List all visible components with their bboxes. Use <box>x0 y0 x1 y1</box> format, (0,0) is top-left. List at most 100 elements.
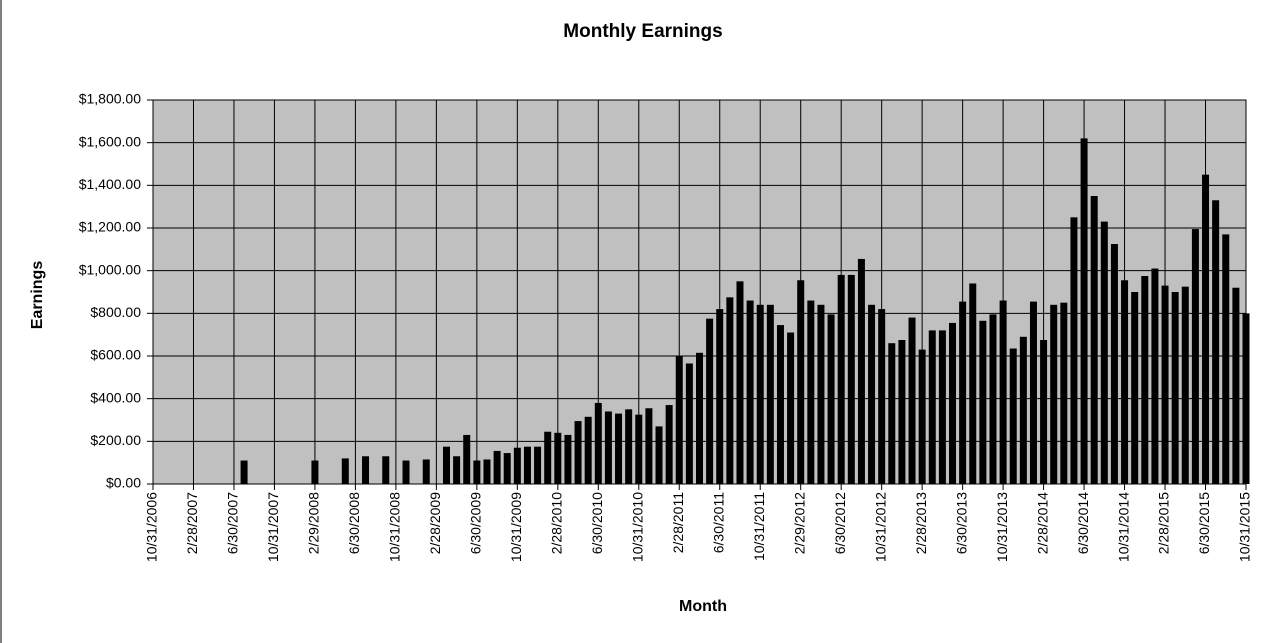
plot-border <box>152 99 1247 485</box>
bar <box>442 446 450 484</box>
bar <box>797 280 805 484</box>
bar <box>625 409 633 484</box>
bar <box>726 297 734 484</box>
bar <box>1019 336 1027 484</box>
y-tick-label: $1,200.00 <box>79 219 141 235</box>
bar <box>422 459 430 484</box>
bar <box>787 332 795 484</box>
bar <box>1161 285 1169 484</box>
x-tick-label: 2/29/2008 <box>306 492 322 554</box>
bar <box>534 446 542 484</box>
bar <box>979 320 987 484</box>
y-axis-title: Earnings <box>29 261 46 330</box>
x-tick-label: 2/29/2012 <box>791 492 807 554</box>
x-tick-label: 10/31/2009 <box>508 492 524 562</box>
y-tick-label: $1,800.00 <box>79 91 141 107</box>
bar <box>675 356 683 484</box>
bar <box>888 343 896 484</box>
bar <box>1050 304 1058 484</box>
bar <box>604 411 612 484</box>
bar <box>1110 244 1118 484</box>
bar <box>1029 301 1037 484</box>
y-tick-label: $600.00 <box>90 347 141 363</box>
bar <box>989 314 997 484</box>
x-tick-label: 2/28/2007 <box>184 492 200 554</box>
bar <box>402 460 410 484</box>
bar <box>938 330 946 484</box>
bar <box>1202 174 1210 484</box>
chart-title: Monthly Earnings <box>563 21 722 42</box>
bar <box>696 352 703 484</box>
x-tick-label: 6/30/2011 <box>710 492 726 553</box>
bar <box>665 405 673 484</box>
y-tick-label: $200.00 <box>90 432 141 448</box>
bar <box>1121 280 1129 484</box>
bar <box>685 363 693 484</box>
bar <box>827 314 835 484</box>
x-tick-label: 6/30/2014 <box>1075 492 1091 554</box>
bar <box>615 413 623 484</box>
bar <box>1009 348 1017 484</box>
bar <box>453 456 461 484</box>
bar <box>564 434 572 484</box>
bar <box>918 349 926 484</box>
bar <box>341 458 349 484</box>
x-tick-label: 10/31/2013 <box>994 492 1010 562</box>
bar <box>817 304 825 484</box>
y-tick-label: $1,000.00 <box>79 261 141 277</box>
bar <box>847 274 855 484</box>
bar <box>776 325 784 484</box>
x-tick-label: 2/28/2013 <box>913 492 929 554</box>
bar <box>635 414 643 484</box>
bar <box>503 453 511 484</box>
bar <box>523 446 531 484</box>
y-tick-label: $400.00 <box>90 389 141 405</box>
x-tick-label: 2/28/2015 <box>1156 492 1172 554</box>
x-tick-label: 10/31/2015 <box>1237 492 1253 562</box>
bar <box>1100 221 1108 484</box>
bar <box>1232 287 1240 484</box>
bar <box>513 447 521 484</box>
bar <box>837 274 845 484</box>
bar <box>311 460 319 484</box>
bar <box>868 304 876 484</box>
bar <box>483 459 491 484</box>
x-tick-label: 2/28/2011 <box>670 492 686 553</box>
bar <box>1171 292 1179 484</box>
x-tick-label: 6/30/2013 <box>953 492 969 554</box>
bar <box>928 330 936 484</box>
bar <box>240 460 248 484</box>
y-tick-label: $1,400.00 <box>79 176 141 192</box>
bar <box>362 456 370 484</box>
bar <box>544 431 552 484</box>
bar <box>655 426 663 484</box>
bar <box>969 283 977 484</box>
bar <box>736 281 744 484</box>
bar <box>554 432 562 484</box>
x-tick-label: 6/30/2009 <box>468 492 484 554</box>
bar <box>999 300 1007 484</box>
bar <box>463 434 471 484</box>
x-tick-label: 10/31/2006 <box>144 492 160 562</box>
bar <box>746 300 754 484</box>
bar <box>1191 229 1199 484</box>
x-tick-label: 2/28/2009 <box>427 492 443 554</box>
bar <box>1060 302 1068 484</box>
x-axis-title: Month <box>679 598 727 615</box>
x-tick-label: 10/31/2012 <box>872 492 888 562</box>
bar <box>716 309 724 484</box>
x-tick-label: 6/30/2010 <box>589 492 605 554</box>
bar <box>857 258 865 484</box>
bar <box>898 340 906 484</box>
bar <box>706 318 714 484</box>
bar <box>756 304 764 484</box>
bar <box>493 450 501 484</box>
bar <box>574 421 582 484</box>
bar <box>1151 268 1159 484</box>
bar <box>1131 292 1139 484</box>
bar <box>1222 234 1230 484</box>
x-tick-label: 10/31/2007 <box>265 492 281 562</box>
x-tick-label: 10/31/2008 <box>387 492 403 562</box>
bar <box>1181 286 1189 484</box>
x-tick-label: 10/31/2014 <box>1115 492 1131 562</box>
